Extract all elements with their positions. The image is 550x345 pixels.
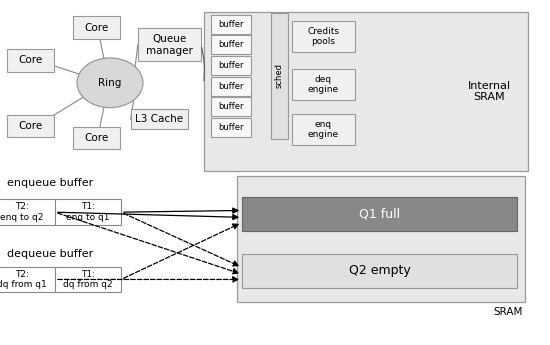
Text: dequeue buffer: dequeue buffer (7, 249, 93, 258)
Bar (73, 127, 119, 149)
Ellipse shape (77, 58, 143, 108)
Text: buffer: buffer (218, 61, 244, 70)
Bar (73, 16, 119, 39)
Text: Q2 empty: Q2 empty (349, 264, 410, 277)
Bar (211, 14, 251, 33)
Bar (131, 109, 188, 129)
Text: Credits
pools: Credits pools (307, 27, 339, 46)
Bar (236, 176, 525, 302)
Bar (292, 114, 355, 145)
Text: Core: Core (84, 133, 108, 143)
Bar (242, 197, 517, 231)
Bar (0, 199, 121, 225)
Bar (211, 77, 251, 96)
Text: buffer: buffer (218, 20, 244, 29)
Text: buffer: buffer (218, 102, 244, 111)
Bar (138, 29, 201, 61)
Text: enqueue buffer: enqueue buffer (7, 178, 93, 188)
Text: sched: sched (275, 63, 284, 88)
Text: deq
engine: deq engine (308, 75, 339, 94)
Text: buffer: buffer (218, 40, 244, 49)
Bar (271, 13, 288, 139)
Text: T2:
dq from q1: T2: dq from q1 (0, 270, 47, 289)
Text: L3 Cache: L3 Cache (135, 114, 184, 124)
Bar (211, 118, 251, 137)
Text: T1:
dq from q2: T1: dq from q2 (63, 270, 113, 289)
Text: T1:
enq to q1: T1: enq to q1 (66, 203, 110, 222)
Bar (211, 56, 251, 75)
Bar (211, 97, 251, 117)
Bar (292, 21, 355, 52)
Text: Ring: Ring (98, 78, 122, 88)
Text: SRAM: SRAM (493, 307, 522, 317)
Bar (292, 69, 355, 100)
Text: Q1 full: Q1 full (359, 207, 400, 220)
Bar (242, 254, 517, 288)
Bar (7, 115, 54, 137)
Text: Core: Core (18, 121, 42, 131)
Text: Core: Core (84, 23, 108, 32)
Text: T2:
enq to q2: T2: enq to q2 (1, 203, 43, 222)
Text: Queue
manager: Queue manager (146, 34, 193, 56)
Text: enq
engine: enq engine (308, 120, 339, 139)
Text: Internal
SRAM: Internal SRAM (468, 81, 511, 102)
Text: buffer: buffer (218, 123, 244, 132)
Bar (0, 267, 121, 293)
Text: Core: Core (18, 56, 42, 65)
Text: buffer: buffer (218, 82, 244, 91)
Bar (211, 35, 251, 54)
Bar (7, 49, 54, 72)
Bar (204, 12, 528, 171)
